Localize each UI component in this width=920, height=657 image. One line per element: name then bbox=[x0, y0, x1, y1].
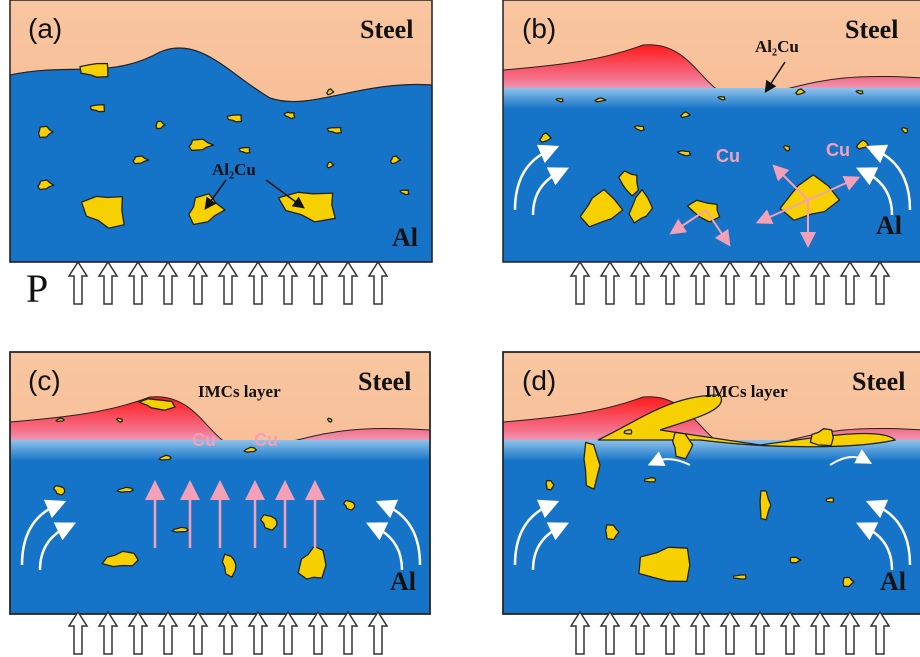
element-label: Cu bbox=[192, 430, 216, 450]
material: Al bbox=[880, 567, 906, 596]
pressure-arrow bbox=[339, 612, 357, 654]
pressure-arrow bbox=[309, 262, 327, 304]
pressure-arrow bbox=[871, 262, 889, 304]
pressure-arrow bbox=[811, 262, 829, 304]
pressure-arrow bbox=[339, 262, 357, 304]
pressure-arrow bbox=[631, 612, 649, 654]
pressure-arrow bbox=[691, 262, 709, 304]
pressure-arrow bbox=[279, 262, 297, 304]
aluminium bbox=[503, 88, 920, 262]
aluminium bbox=[503, 440, 920, 614]
pressure-arrow bbox=[369, 612, 387, 654]
particle bbox=[644, 478, 655, 482]
pressure-arrow bbox=[189, 262, 207, 304]
shapes bbox=[10, 0, 920, 654]
pressure-arrow bbox=[601, 262, 619, 304]
panel-label: (b) bbox=[522, 13, 556, 44]
pressure-arrow bbox=[69, 612, 87, 654]
annotation: Al₂Cu bbox=[755, 37, 799, 56]
panel-label: (c) bbox=[28, 365, 61, 396]
pressure-arrow bbox=[571, 612, 589, 654]
pressure-arrow bbox=[661, 262, 679, 304]
page: (a) Steel Al Al₂Cu P (b) Steel Al Al₂Cu … bbox=[0, 0, 920, 657]
pressure-arrow bbox=[631, 262, 649, 304]
panel-label: (a) bbox=[28, 13, 62, 44]
pressure-arrow bbox=[279, 612, 297, 654]
particle bbox=[826, 498, 833, 502]
material: Al bbox=[876, 211, 902, 240]
pressure-arrow bbox=[841, 262, 859, 304]
pressure-arrow bbox=[159, 262, 177, 304]
material: Al bbox=[390, 567, 416, 596]
pressure-arrow bbox=[751, 612, 769, 654]
panel-label: (d) bbox=[522, 365, 556, 396]
material: Steel bbox=[360, 15, 413, 44]
pressure-arrow bbox=[99, 612, 117, 654]
pressure-arrow bbox=[219, 262, 237, 304]
pressure-arrow bbox=[99, 262, 117, 304]
pressure-arrow bbox=[871, 612, 889, 654]
pressure-arrow bbox=[811, 612, 829, 654]
pressure-arrow bbox=[159, 612, 177, 654]
pressure-arrow bbox=[721, 612, 739, 654]
pressure-arrow bbox=[219, 612, 237, 654]
annotation: IMCs layer bbox=[705, 382, 788, 401]
pressure-arrow bbox=[249, 612, 267, 654]
pressure-arrow bbox=[601, 612, 619, 654]
pressure-arrow bbox=[661, 612, 679, 654]
diagram: (a) Steel Al Al₂Cu P (b) Steel Al Al₂Cu … bbox=[0, 0, 920, 657]
element-label: Cu bbox=[826, 140, 850, 160]
pressure-arrow bbox=[189, 612, 207, 654]
pressure-label: P bbox=[26, 266, 48, 311]
annotation: Al₂Cu bbox=[212, 160, 256, 179]
pressure-arrow bbox=[309, 612, 327, 654]
material: Steel bbox=[845, 15, 898, 44]
pressure-arrow bbox=[69, 262, 87, 304]
pressure-arrow bbox=[691, 612, 709, 654]
material: Steel bbox=[852, 367, 905, 396]
pressure-arrow bbox=[841, 612, 859, 654]
particle bbox=[734, 575, 746, 579]
pressure-arrow bbox=[249, 262, 267, 304]
pressure-arrow bbox=[571, 262, 589, 304]
pressure-arrow bbox=[751, 262, 769, 304]
pressure-arrow bbox=[129, 262, 147, 304]
material: Steel bbox=[358, 367, 411, 396]
pressure-arrow bbox=[129, 612, 147, 654]
pressure-arrow bbox=[721, 262, 739, 304]
particle bbox=[624, 430, 632, 434]
element-label: Cu bbox=[254, 430, 278, 450]
pressure-arrow bbox=[781, 262, 799, 304]
annotation: IMCs layer bbox=[198, 382, 281, 401]
element-label: Cu bbox=[716, 146, 740, 166]
pressure-arrow bbox=[369, 262, 387, 304]
material: Al bbox=[392, 223, 418, 252]
pressure-arrow bbox=[781, 612, 799, 654]
